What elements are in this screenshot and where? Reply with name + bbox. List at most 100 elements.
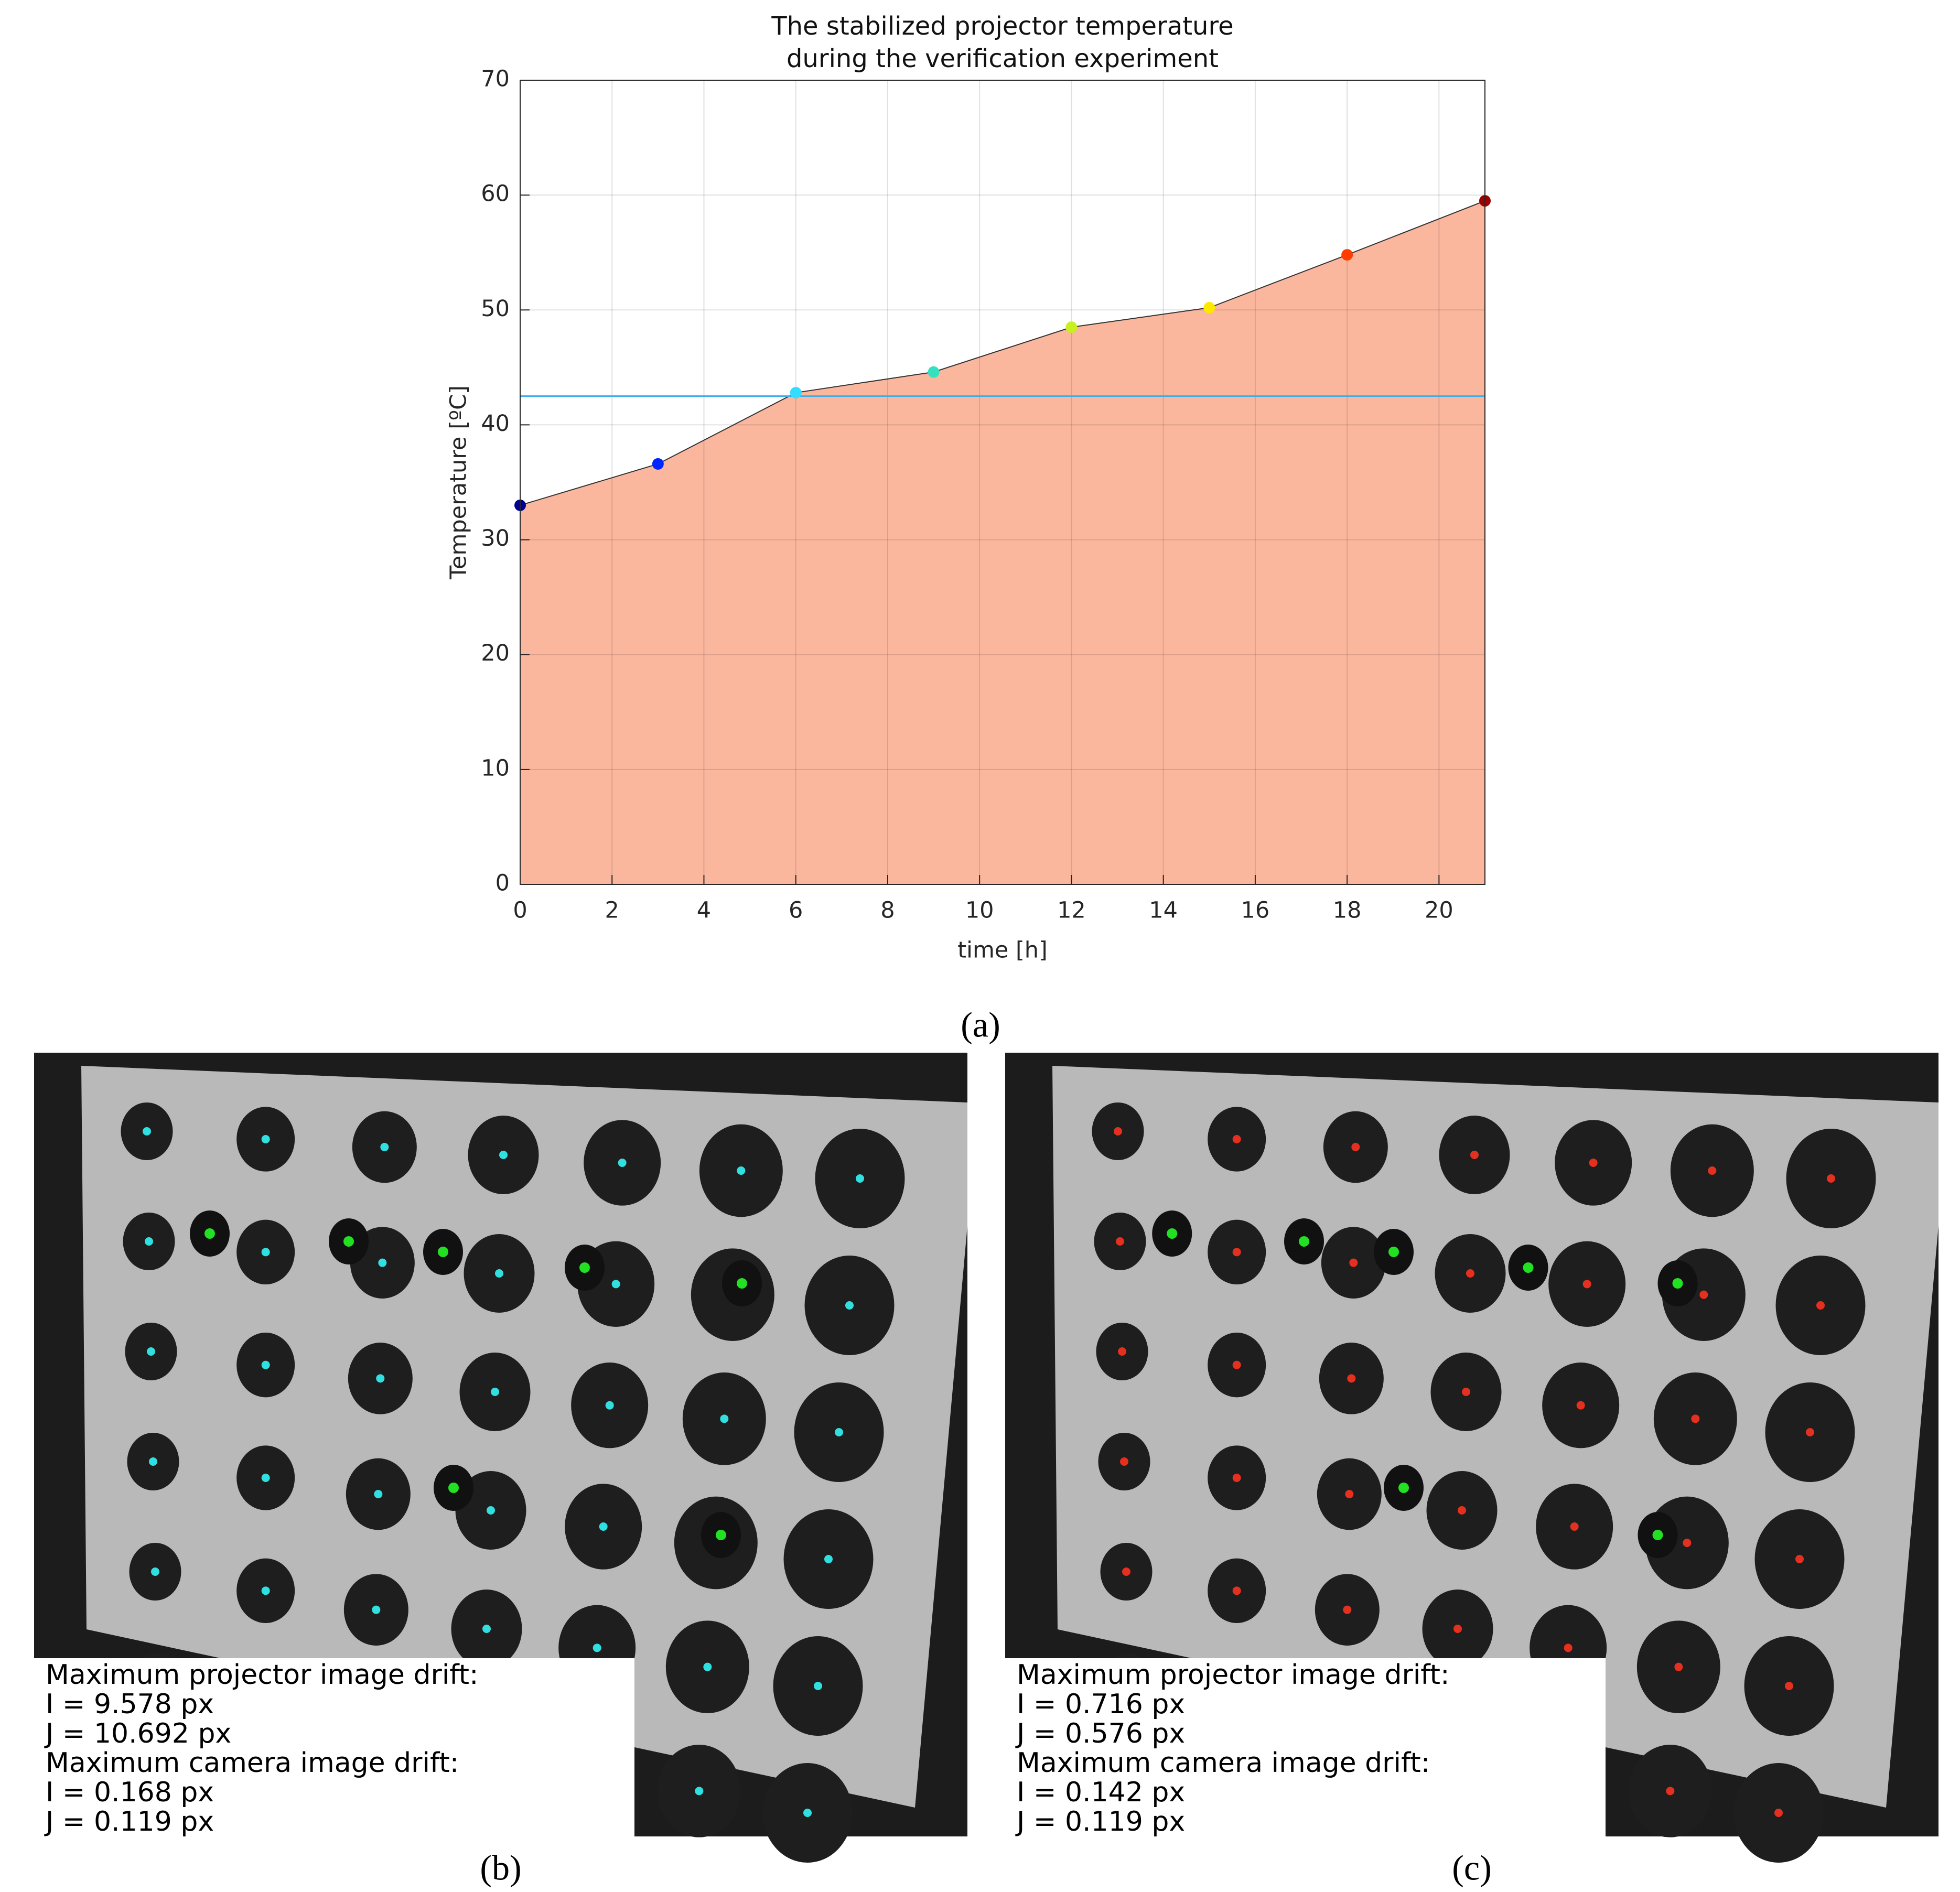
target-center [491,1388,499,1396]
target-center [1570,1522,1579,1531]
drift-text: Maximum projector image drift: [46,1659,479,1691]
target-center [1564,1644,1573,1652]
x-tick-label: 14 [1149,898,1178,924]
target-center [605,1401,614,1410]
target-center [380,1143,389,1151]
point [1341,249,1353,261]
target-center [1666,1787,1675,1796]
x-tick-label: 6 [789,898,803,924]
target-center [495,1269,503,1278]
target-center [824,1555,833,1563]
target-center [372,1605,381,1614]
target-center [737,1166,746,1175]
x-tick-label: 10 [965,898,994,924]
target-center [703,1662,712,1671]
marker-center [1672,1278,1683,1289]
marker-center [1652,1530,1663,1540]
target-center [611,1280,620,1289]
panel-label: (c) [1452,1848,1491,1888]
x-tick-label: 12 [1057,898,1086,924]
target-center [1116,1237,1124,1246]
y-axis-label: Temperature [ºC] [446,385,472,580]
marker-center [1523,1262,1534,1273]
target-center [261,1474,270,1482]
drift-text: I = 9.578 px [46,1689,214,1720]
target-center [499,1151,508,1159]
target-center [1795,1555,1804,1563]
target-center [1343,1605,1352,1614]
target-center [845,1301,854,1310]
line [520,200,1485,506]
drift-text: J = 0.119 px [44,1806,214,1837]
target-center [374,1490,383,1498]
target-center [856,1174,864,1183]
y-tick-label: 20 [481,640,510,666]
point [652,458,664,470]
marker-center [438,1247,448,1257]
target-center [1470,1151,1479,1159]
target-center [1118,1347,1126,1356]
y-tick-label: 30 [481,525,510,552]
target-center [261,1248,270,1257]
x-tick-label: 16 [1241,898,1270,924]
target-center [1708,1166,1717,1175]
target-center [1466,1269,1474,1278]
chart-title: during the verification experiment [787,44,1219,73]
target-center [1232,1248,1241,1257]
target-center [1349,1258,1358,1267]
marker-center [737,1278,747,1289]
target-center [261,1586,270,1595]
target-center [1691,1414,1700,1423]
x-tick-label: 0 [513,898,527,924]
marker-center [204,1228,215,1239]
target-center [1120,1457,1128,1466]
target-center [1458,1506,1466,1515]
target-center [1345,1490,1354,1498]
target-center [599,1522,608,1531]
target-center [1674,1662,1683,1671]
point [1065,321,1078,333]
marker-center [1388,1247,1399,1257]
panel-label: (a) [961,1005,1000,1045]
target-center [378,1258,387,1267]
drift-text: I = 0.142 px [1017,1777,1185,1808]
target-center [1232,1135,1241,1143]
drift-text: J = 10.692 px [44,1718,231,1749]
target-center [1774,1809,1783,1817]
drift-text: I = 0.716 px [1017,1689,1185,1720]
drift-text: Maximum camera image drift: [46,1747,459,1779]
x-tick-label: 18 [1333,898,1362,924]
x-tick-label: 8 [880,898,895,924]
marker-center [1167,1228,1178,1239]
target-center [487,1506,495,1515]
target-center [143,1127,151,1136]
photo-panel: Maximum projector image drift:I = 9.578 … [34,1053,967,1863]
point [928,366,940,378]
target-center [1699,1290,1708,1299]
y-tick-label: 0 [496,870,510,896]
target-center [147,1347,155,1356]
plot-frame [520,80,1485,885]
drift-text: J = 0.119 px [1015,1806,1185,1837]
target-center [1232,1360,1241,1369]
target-center [1232,1586,1241,1595]
marker-center [1299,1236,1309,1247]
target-center [1462,1388,1470,1396]
drift-text: I = 0.168 px [46,1777,214,1808]
marker-center [716,1530,726,1540]
x-tick-label: 20 [1425,898,1453,924]
drift-text: Maximum camera image drift: [1017,1747,1430,1779]
target-center [261,1360,270,1369]
target-center [1122,1567,1130,1576]
target-center [593,1644,601,1652]
photo-panel: Maximum projector image drift:I = 0.716 … [1005,1053,1939,1863]
drift-text: J = 0.576 px [1015,1718,1185,1749]
y-tick-label: 70 [481,66,510,92]
marker-center [579,1262,590,1273]
target-center [618,1159,627,1167]
x-tick-label: 2 [605,898,619,924]
x-axis-label: time [h] [957,937,1048,964]
target-center [1347,1374,1356,1383]
